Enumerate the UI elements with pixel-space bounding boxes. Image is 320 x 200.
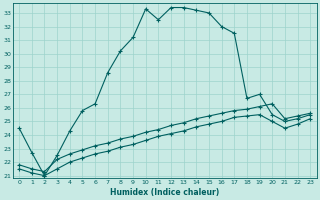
X-axis label: Humidex (Indice chaleur): Humidex (Indice chaleur): [110, 188, 219, 197]
